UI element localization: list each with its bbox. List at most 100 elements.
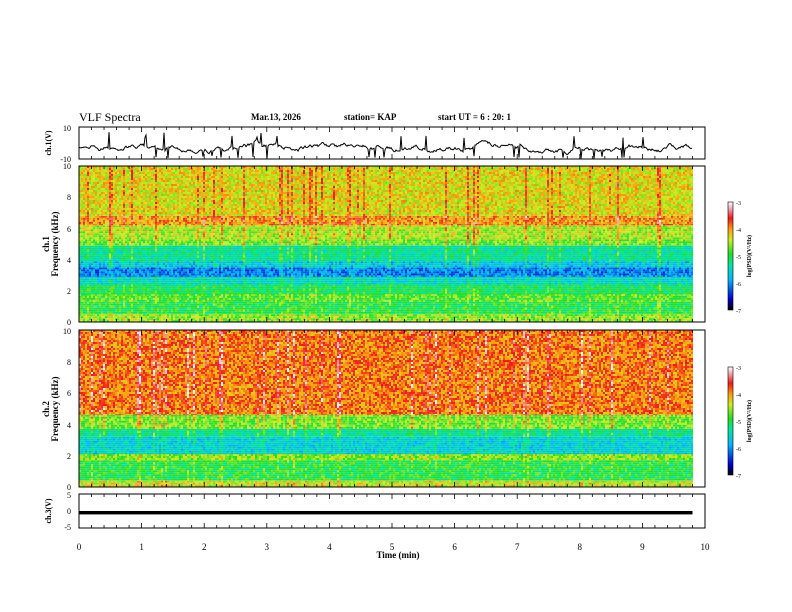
ch1-spec-cell bbox=[117, 212, 119, 214]
ch1-spec-cell bbox=[113, 308, 115, 310]
ch1-spec-cell bbox=[151, 314, 153, 316]
ch1-spec-cell bbox=[99, 285, 101, 287]
ch1-spec-cell bbox=[99, 258, 101, 260]
ch1-spec-cell bbox=[87, 214, 89, 216]
ch1-spec-cell bbox=[157, 308, 159, 310]
ch1-spec-cell bbox=[123, 300, 125, 302]
ch1-spec-cell bbox=[135, 263, 137, 265]
ch1-spec-cell bbox=[123, 261, 125, 263]
ch1-spec-cell bbox=[137, 243, 139, 245]
ch1-spec-cell bbox=[139, 265, 141, 267]
ch1-spec-cell bbox=[135, 237, 137, 239]
ch1-spec-cell bbox=[157, 168, 159, 170]
ch1-spec-cell bbox=[93, 178, 95, 180]
ch1-spec-cell bbox=[119, 308, 121, 310]
ch1-spec-cell bbox=[131, 316, 133, 318]
ch1-spec-cell bbox=[137, 306, 139, 308]
ch1-spec-cell bbox=[129, 216, 131, 218]
ch1-spec-cell bbox=[115, 275, 117, 276]
ch1-spec-cell bbox=[103, 265, 105, 267]
ch1-spec-cell bbox=[107, 263, 109, 265]
ch1-spec-cell bbox=[125, 279, 127, 281]
ch1-spec-cell bbox=[159, 256, 161, 258]
ch1-spec-cell bbox=[111, 180, 113, 182]
ch1-spec-cell bbox=[87, 218, 89, 220]
ch1-spec-cell bbox=[155, 287, 157, 289]
ch1-spec-cell bbox=[127, 310, 129, 312]
ch1-spec-cell bbox=[105, 261, 107, 263]
ch1-spec-cell bbox=[153, 300, 155, 302]
ch1-spec-cell bbox=[117, 210, 119, 212]
ch1-spec-cell bbox=[109, 231, 111, 233]
ch1-spec-cell bbox=[111, 231, 113, 233]
ch1-spec-cell bbox=[83, 260, 85, 262]
ch1-spec-cell bbox=[139, 222, 141, 224]
ch1-spec-cell bbox=[121, 214, 123, 216]
ch1-spec-cell bbox=[95, 216, 97, 218]
ch1-spec-cell bbox=[93, 188, 95, 190]
ch1-spec-cell bbox=[139, 250, 141, 252]
ch1-spec-cell bbox=[163, 281, 165, 283]
ch1-spec-cell bbox=[141, 291, 143, 293]
ch1-spec-cell bbox=[145, 296, 147, 298]
ch1-spec-cell bbox=[151, 202, 153, 204]
ch1-spec-cell bbox=[119, 241, 121, 243]
ch1-spec-cell bbox=[87, 254, 89, 256]
ch1-spec-cell bbox=[95, 263, 97, 265]
ch1-spec-cell bbox=[125, 190, 127, 192]
ch1-spec-cell bbox=[141, 250, 143, 252]
ch1-spec-cell bbox=[137, 283, 139, 285]
ch1-spec-cell bbox=[111, 316, 113, 318]
ch1-spec-cell bbox=[113, 202, 115, 204]
ch1-spec-cell bbox=[153, 310, 155, 312]
ch1-spec-cell bbox=[87, 196, 89, 198]
ch1-spec-cell bbox=[83, 312, 85, 314]
ch1-spec-cell bbox=[141, 243, 143, 245]
ch1-spec-cell bbox=[153, 277, 155, 279]
ch1-spec-cell bbox=[111, 250, 113, 252]
ch1-spec-cell bbox=[149, 224, 151, 225]
ch1-spec-cell bbox=[89, 252, 91, 254]
ch1-spec-cell bbox=[139, 300, 141, 302]
ch1-spec-cell bbox=[143, 260, 145, 262]
ch1-spec-cell bbox=[89, 174, 91, 176]
ch1-spec-cell bbox=[123, 302, 125, 304]
ch1-spec-cell bbox=[101, 182, 103, 184]
ch1-spec-cell bbox=[143, 279, 145, 281]
ch1-spec-cell bbox=[125, 231, 127, 233]
ch1-spec-cell bbox=[129, 225, 131, 227]
ch1-spec-cell bbox=[157, 293, 159, 294]
ch1-spec-cell bbox=[151, 224, 153, 225]
ch1-spec-cell bbox=[89, 182, 91, 184]
ch1-spec-cell bbox=[95, 214, 97, 216]
ch1-spec-cell bbox=[127, 224, 129, 225]
ch1-spec-cell bbox=[157, 318, 159, 320]
ch1-spec-cell bbox=[83, 285, 85, 287]
ch1-spec-cell bbox=[89, 271, 91, 273]
ch1-spec-cell bbox=[129, 310, 131, 312]
ch1-spec-cell bbox=[99, 194, 101, 196]
ch1-spec-cell bbox=[115, 260, 117, 262]
ch1-spec-cell bbox=[111, 178, 113, 180]
ch1-spec-cell bbox=[83, 318, 85, 320]
ch1-spec-cell bbox=[153, 312, 155, 314]
ch1-spec-cell bbox=[141, 224, 143, 225]
ch1-spec-cell bbox=[95, 218, 97, 220]
ch1-spec-cell bbox=[141, 182, 143, 184]
ch1-spec-cell bbox=[119, 196, 121, 198]
ch1-spec-cell bbox=[107, 256, 109, 258]
ch1-spec-cell bbox=[135, 314, 137, 316]
ch1-spec-cell bbox=[159, 289, 161, 291]
ch1-spec-cell bbox=[137, 296, 139, 298]
ch1-spec-cell bbox=[101, 186, 103, 188]
ch1-spec-cell bbox=[97, 227, 99, 229]
ch1-spec-cell bbox=[109, 194, 111, 196]
ch1-spec-cell bbox=[113, 224, 115, 225]
ch1-spec-cell bbox=[137, 172, 139, 174]
ch1-spec-cell bbox=[157, 300, 159, 302]
ch1-spec-cell bbox=[119, 222, 121, 224]
ch1-spec-cell bbox=[85, 196, 87, 198]
ch1-spec-cell bbox=[159, 283, 161, 285]
ch1-spec-cell bbox=[155, 269, 157, 271]
ch1-spec-cell bbox=[93, 206, 95, 208]
